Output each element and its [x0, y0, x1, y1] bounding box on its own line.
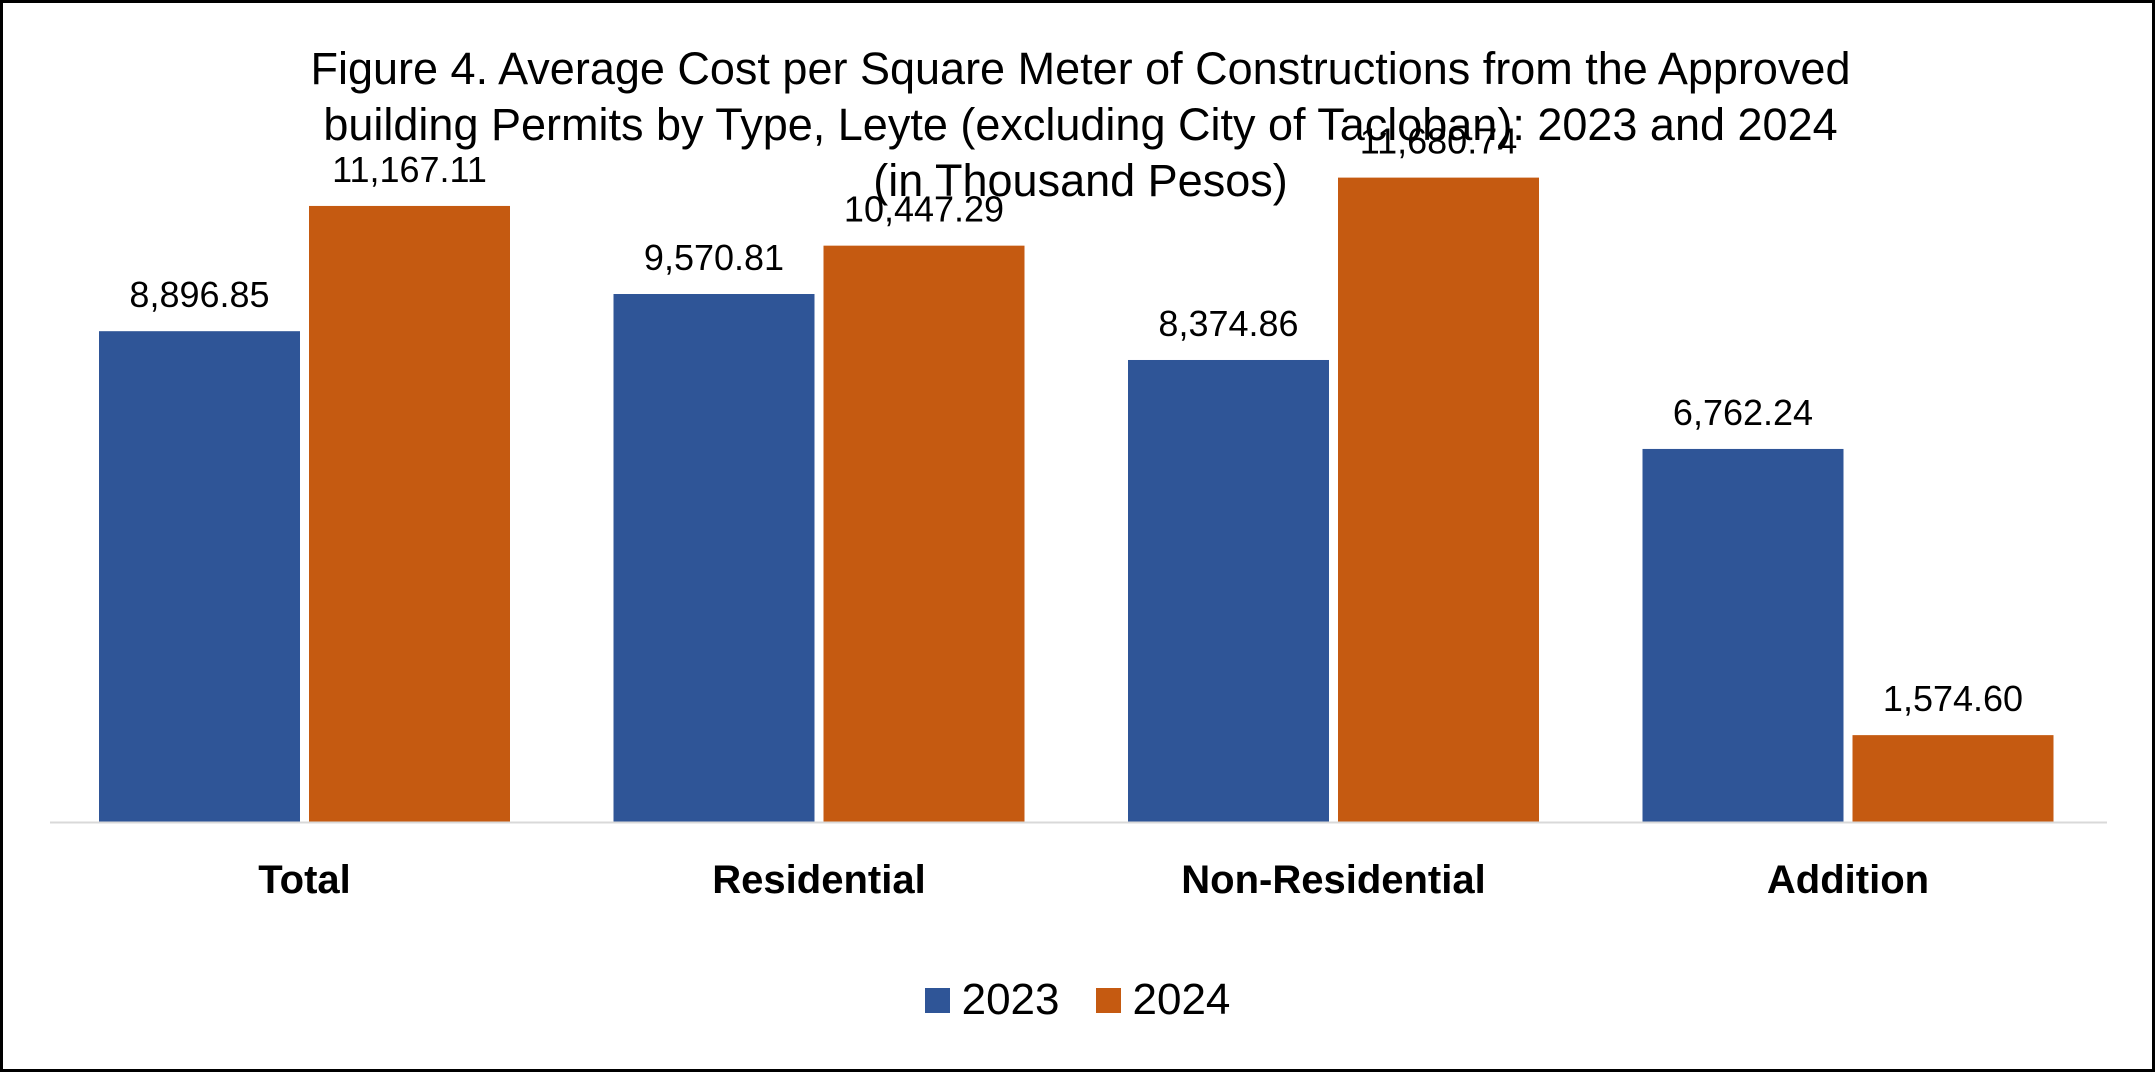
- legend-swatch-2024: [1095, 987, 1121, 1013]
- data-label-total-2023: 8,896.85: [129, 274, 269, 315]
- bar-total-2024: [309, 205, 510, 823]
- legend-label-2023: 2023: [961, 975, 1060, 1024]
- bar-non-residential-2023: [1128, 359, 1329, 822]
- data-label-non-residential-2024: 11,680.74: [1360, 121, 1517, 162]
- category-label-residential: Residential: [712, 858, 925, 902]
- bar-total-2023: [99, 331, 300, 822]
- legend-swatch-2023: [924, 987, 950, 1013]
- category-label-non-residential: Non-Residential: [1181, 858, 1485, 902]
- bar-addition-2024: [1852, 735, 2054, 822]
- bar-residential-2024: [823, 245, 1025, 822]
- data-label-total-2024: 11,167.11: [332, 149, 487, 190]
- data-label-addition-2023: 6,762.24: [1673, 392, 1813, 433]
- legend-label-2024: 2024: [1132, 975, 1231, 1024]
- legend-item-2023: 2023: [924, 975, 1060, 1025]
- category-label-total: Total: [258, 858, 351, 902]
- data-label-residential-2023: 9,570.81: [644, 237, 784, 278]
- category-label-addition: Addition: [1767, 858, 1929, 902]
- chart-legend: 2023 2024: [0, 975, 2155, 1025]
- data-label-non-residential-2023: 8,374.86: [1158, 303, 1298, 344]
- chart-title-line-2: building Permits by Type, Leyte (excludi…: [323, 99, 1838, 150]
- chart-title-line-3: (in Thousand Pesos): [873, 155, 1288, 206]
- chart-title-line-1: Figure 4. Average Cost per Square Meter …: [310, 43, 1851, 94]
- legend-item-2024: 2024: [1095, 975, 1231, 1025]
- data-label-addition-2024: 1,574.60: [1883, 678, 2023, 719]
- bar-non-residential-2024: [1338, 177, 1539, 823]
- bar-residential-2023: [613, 294, 815, 822]
- bar-addition-2023: [1642, 448, 1844, 822]
- data-label-residential-2024: 10,447.29: [844, 189, 1004, 230]
- chart-title: Figure 4. Average Cost per Square Meter …: [3, 41, 2155, 209]
